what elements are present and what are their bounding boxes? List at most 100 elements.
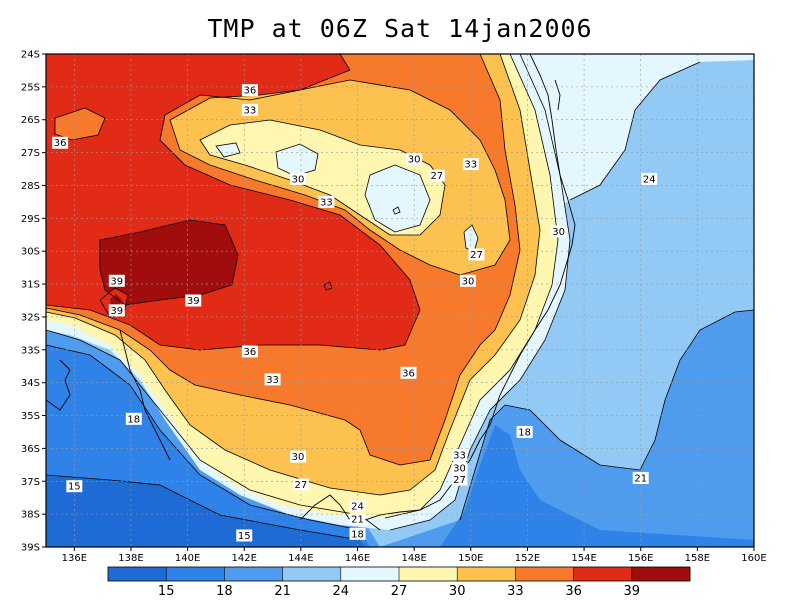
lon-tick-label: 144E bbox=[288, 553, 313, 564]
contour-label: 36 bbox=[244, 347, 257, 358]
contour-label: 24 bbox=[351, 501, 364, 512]
lon-tick-label: 136E bbox=[62, 553, 87, 564]
contour-label: 27 bbox=[470, 250, 483, 261]
contour-label: 39 bbox=[110, 276, 123, 287]
contour-label-bg bbox=[349, 527, 366, 540]
contour-label: 33 bbox=[320, 197, 333, 208]
colorbar-label: 30 bbox=[449, 584, 466, 599]
lat-tick-label: 31S bbox=[21, 280, 40, 291]
contour-label-bg bbox=[66, 480, 83, 493]
zone-z15-sw bbox=[46, 475, 365, 547]
lat-tick-label: 30S bbox=[21, 247, 40, 258]
lat-tick-label: 28S bbox=[21, 181, 40, 192]
contour-label: 24 bbox=[643, 174, 656, 185]
colorbar-label: 39 bbox=[624, 584, 641, 599]
contour-label-bg bbox=[451, 462, 468, 475]
lat-tick-label: 26S bbox=[21, 115, 40, 126]
colorbar-swatch bbox=[282, 567, 342, 581]
contour-label: 33 bbox=[464, 160, 477, 171]
contour-label: 36 bbox=[402, 368, 415, 379]
contour-label: 18 bbox=[127, 414, 140, 425]
colorbar-label: 24 bbox=[333, 584, 350, 599]
contour-label-bg bbox=[349, 499, 366, 512]
colorbar-swatch bbox=[340, 567, 400, 581]
contour-label: 30 bbox=[408, 155, 421, 166]
zone-z27-inner bbox=[365, 165, 430, 232]
contour-label: 27 bbox=[453, 475, 466, 486]
contour-label-bg bbox=[52, 136, 69, 149]
contour-label-bg bbox=[292, 478, 309, 491]
zone-z36-blob bbox=[55, 108, 105, 140]
lon-tick-label: 140E bbox=[175, 553, 200, 564]
lon-tick-label: 148E bbox=[401, 553, 426, 564]
contour-label-bg bbox=[108, 274, 125, 287]
contour-label: 36 bbox=[244, 86, 257, 97]
zone-z27-ocean bbox=[490, 54, 754, 210]
contour-label: 36 bbox=[54, 138, 67, 149]
lat-tick-label: 38S bbox=[21, 510, 40, 521]
contour-label: 15 bbox=[238, 531, 251, 542]
lat-tick-label: 39S bbox=[21, 543, 40, 554]
lon-tick-label: 154E bbox=[571, 553, 596, 564]
lon-tick-label: 160E bbox=[741, 553, 766, 564]
contour-label-bg bbox=[468, 248, 485, 261]
axis-ticks: 136E 138E 140E 142E 144E 146E 148E 150E 152E 154E… bbox=[21, 50, 767, 565]
colorbar-swatch bbox=[224, 567, 283, 581]
contour-label-bg bbox=[241, 345, 258, 358]
contour-label-bg bbox=[641, 172, 658, 185]
contour-label: 39 bbox=[187, 296, 200, 307]
contour-label: 39 bbox=[110, 306, 123, 317]
lon-tick-label: 150E bbox=[458, 553, 483, 564]
colorbar-label: 27 bbox=[391, 584, 408, 599]
contour-label: 30 bbox=[453, 464, 466, 475]
contour-label: 18 bbox=[351, 529, 364, 540]
contour-label: 30 bbox=[292, 174, 305, 185]
contour-label-bg bbox=[406, 153, 423, 166]
contour-label: 33 bbox=[244, 105, 257, 116]
contour-label: 18 bbox=[518, 427, 531, 438]
colorbar-swatch bbox=[457, 567, 516, 581]
zone-z27-island bbox=[276, 144, 318, 176]
contour-label-bg bbox=[241, 103, 258, 116]
contour-label: 27 bbox=[295, 480, 308, 491]
contour-label-bg bbox=[290, 172, 307, 185]
lat-tick-label: 25S bbox=[21, 82, 40, 93]
plot-frame bbox=[45, 53, 755, 548]
colorbar-swatch bbox=[573, 567, 633, 581]
coastline bbox=[46, 54, 576, 521]
lat-tick-label: 35S bbox=[21, 411, 40, 422]
colorbar-swatch bbox=[399, 567, 458, 581]
zone-z18-se bbox=[440, 425, 754, 547]
zone-z27-island-2 bbox=[216, 143, 240, 157]
lat-tick-label: 36S bbox=[21, 444, 40, 455]
lat-tick-label: 29S bbox=[21, 214, 40, 225]
contour-label: 33 bbox=[453, 450, 466, 461]
contour-label-bg bbox=[462, 158, 479, 171]
contour-label: 27 bbox=[430, 171, 443, 182]
zone-z27-spot bbox=[464, 225, 478, 252]
lat-tick-label: 27S bbox=[21, 148, 40, 159]
contour-label-bg bbox=[241, 84, 258, 97]
contour-label: 30 bbox=[292, 452, 305, 463]
lat-tick-label: 32S bbox=[21, 312, 40, 323]
contour-label-bg bbox=[349, 513, 366, 526]
lon-tick-label: 146E bbox=[345, 553, 370, 564]
contour-label: 30 bbox=[552, 227, 565, 238]
colorbar: 15 18 21 24 27 30 33 36 39 bbox=[107, 566, 691, 599]
colorbar-swatch bbox=[631, 567, 691, 581]
contour-label: 33 bbox=[266, 375, 279, 386]
map-title: TMP at 06Z Sat 14jan2006 bbox=[207, 14, 593, 43]
contour-label-bg bbox=[400, 366, 417, 379]
contour-label-bg bbox=[290, 450, 307, 463]
lon-tick-label: 158E bbox=[685, 553, 710, 564]
contour-label-bg bbox=[125, 412, 142, 425]
contour-label-bg bbox=[236, 529, 253, 542]
lon-tick-label: 152E bbox=[515, 553, 540, 564]
colorbar-swatch bbox=[515, 567, 574, 581]
contour-label-bg bbox=[318, 195, 335, 208]
contour-label-bg bbox=[185, 294, 202, 307]
lon-tick-label: 156E bbox=[628, 553, 653, 564]
lat-tick-label: 37S bbox=[21, 477, 40, 488]
